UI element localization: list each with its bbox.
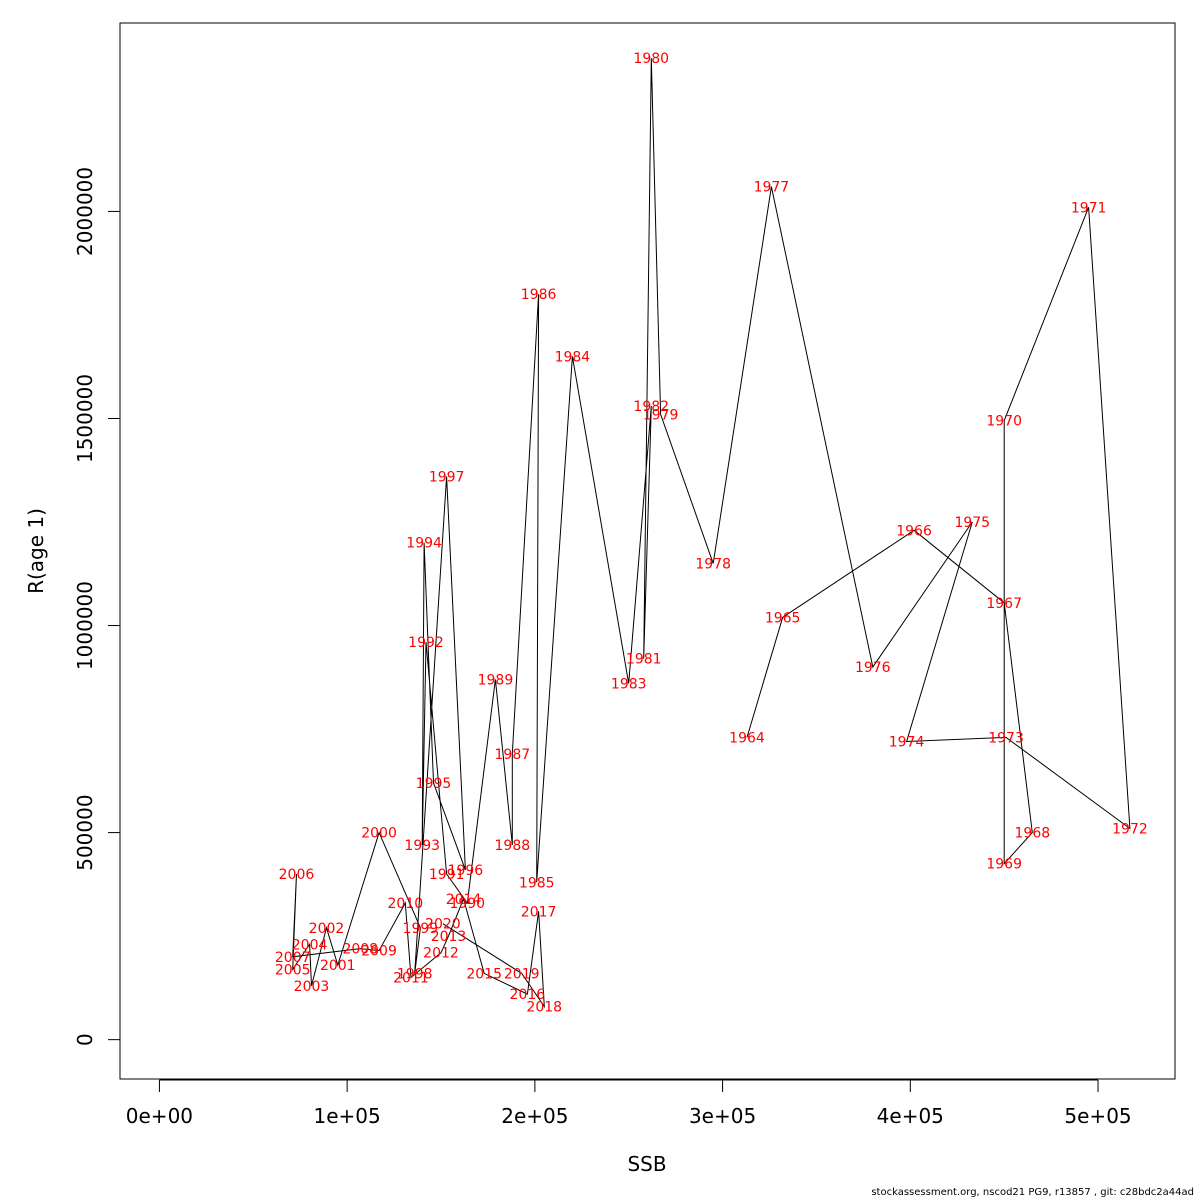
year-label: 1966 — [896, 523, 932, 539]
year-label: 1967 — [986, 596, 1022, 612]
year-label: 2009 — [361, 944, 397, 960]
year-label: 1972 — [1112, 821, 1148, 837]
plot-frame — [119, 22, 1176, 1080]
year-label: 2004 — [292, 937, 328, 953]
year-label: 1968 — [1015, 826, 1051, 842]
year-label: 1971 — [1071, 200, 1107, 216]
year-label: 1974 — [889, 734, 925, 750]
year-label: 1981 — [626, 652, 662, 668]
x-axis: 0e+00 1e+05 2e+05 3e+05 4e+05 5e+05 — [126, 1079, 1132, 1128]
year-label: 2018 — [526, 1000, 562, 1016]
year-label: 2010 — [388, 896, 424, 912]
year-label: 2020 — [425, 917, 461, 933]
year-label: 1989 — [478, 672, 514, 688]
year-label: 2016 — [510, 987, 546, 1003]
year-label: 2015 — [466, 966, 502, 982]
year-label: 1988 — [495, 838, 531, 854]
year-label: 2007 — [275, 950, 311, 966]
footer-text: stockassessment.org, nscod21 PG9, r13857… — [871, 1187, 1194, 1198]
year-label: 1998 — [397, 966, 433, 982]
year-label: 2001 — [320, 958, 356, 974]
year-label: 1994 — [406, 536, 442, 552]
year-label: 1985 — [519, 875, 555, 891]
year-label: 1999 — [403, 921, 439, 937]
year-label: 1990 — [449, 896, 485, 912]
year-label: 1965 — [765, 610, 801, 626]
year-label: 1964 — [729, 730, 765, 746]
year-label: 2008 — [342, 942, 378, 958]
y-axis: 0 500000 1000000 1500000 2000000 — [73, 167, 121, 1046]
y-tick-label: 1500000 — [73, 374, 97, 463]
y-tick-label: 1000000 — [73, 581, 97, 670]
year-label: 1976 — [855, 660, 891, 676]
year-label: 2006 — [279, 867, 315, 883]
year-label: 1984 — [555, 349, 591, 365]
series-line — [292, 58, 1131, 1009]
year-label: 2011 — [393, 971, 429, 987]
x-tick-label: 2e+05 — [501, 1104, 568, 1128]
year-labels: 1964 1965 1966 1967 1968 1969 1970 1971 1972 1973… — [275, 51, 1148, 1015]
y-tick-label: 2000000 — [73, 167, 97, 256]
year-label: 1970 — [986, 414, 1022, 430]
year-label: 1996 — [448, 863, 484, 879]
x-tick-label: 3e+05 — [689, 1104, 756, 1128]
year-label: 2013 — [431, 929, 467, 945]
year-label: 2017 — [521, 904, 557, 920]
y-tick-label: 0 — [73, 1033, 97, 1046]
year-label: 1987 — [495, 747, 531, 763]
year-label: 2000 — [361, 826, 397, 842]
year-label: 2003 — [294, 979, 330, 995]
year-label: 1993 — [404, 838, 440, 854]
x-tick-label: 0e+00 — [126, 1104, 193, 1128]
year-label: 1982 — [633, 399, 669, 415]
x-tick-label: 4e+05 — [877, 1104, 944, 1128]
year-label: 1995 — [416, 776, 452, 792]
year-label: 1986 — [521, 287, 557, 303]
year-label: 2012 — [423, 946, 459, 962]
year-label: 2014 — [446, 892, 482, 908]
x-axis-label: SSB — [627, 1152, 666, 1176]
year-label: 1980 — [633, 51, 669, 67]
x-tick-label: 1e+05 — [314, 1104, 381, 1128]
year-label: 1975 — [954, 515, 990, 531]
year-label: 2005 — [275, 962, 311, 978]
x-tick-label: 5e+05 — [1064, 1104, 1131, 1128]
year-label: 1979 — [643, 407, 679, 423]
year-label: 1977 — [754, 180, 790, 196]
year-label: 1983 — [611, 677, 647, 693]
year-label: 2019 — [504, 966, 540, 982]
year-label: 1992 — [408, 635, 444, 651]
year-label: 1997 — [429, 469, 465, 485]
year-label: 1991 — [429, 867, 465, 883]
year-label: 1969 — [986, 857, 1022, 873]
y-axis-label: R(age 1) — [24, 508, 48, 594]
year-label: 1978 — [695, 556, 731, 572]
y-tick-label: 500000 — [73, 794, 97, 870]
year-label: 1973 — [988, 730, 1024, 746]
year-label: 2002 — [309, 921, 345, 937]
